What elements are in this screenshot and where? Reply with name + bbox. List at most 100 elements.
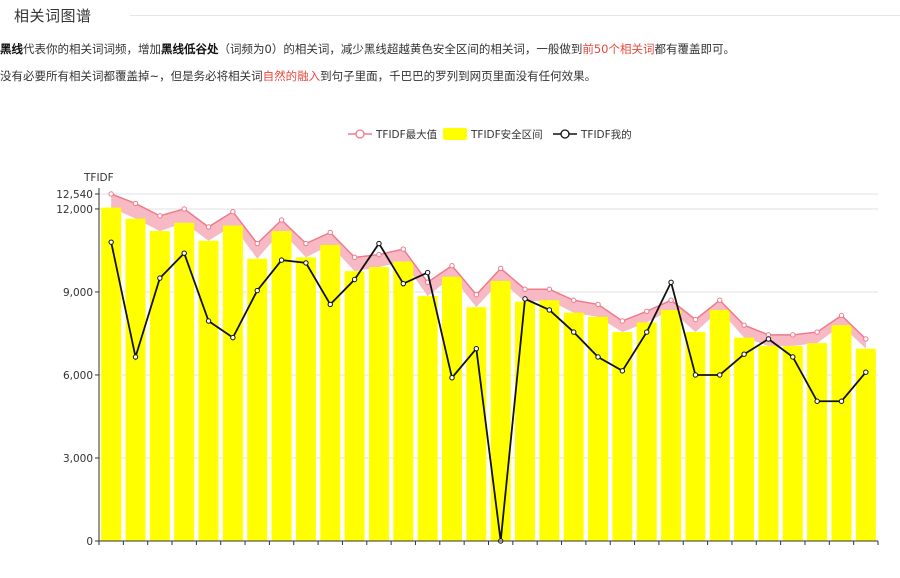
desc-text: 代表你的相关词词频，增加 [23, 42, 161, 56]
y-tick-label: 6,000 [63, 370, 93, 382]
mine-point [546, 307, 553, 313]
max-point [157, 213, 163, 219]
safe-bar [709, 309, 730, 541]
mine-point [205, 318, 212, 324]
y-tick-label: 0 [86, 536, 93, 548]
max-point [254, 240, 260, 247]
mine-point [863, 369, 869, 375]
safe-bar [685, 332, 706, 541]
max-point [619, 318, 626, 324]
max-point [668, 297, 674, 303]
safe-bar [222, 225, 243, 541]
y-tick-label: 3,000 [63, 453, 93, 465]
mine-point [790, 354, 796, 360]
max-point [692, 316, 699, 323]
legend-bar-swatch [443, 128, 467, 140]
mine-point [522, 296, 528, 302]
max-point [181, 206, 187, 212]
mine-line [110, 241, 867, 542]
max-point [522, 286, 528, 292]
safe-bar [417, 296, 438, 541]
chart-legend: TFIDF最大值 TFIDF安全区间 TFIDF我的 [348, 128, 632, 141]
mine-line-series [108, 239, 869, 544]
mine-point [303, 260, 309, 266]
max-point [132, 200, 139, 207]
mine-point [376, 240, 382, 247]
y-axis-title: TFIDF [83, 172, 114, 184]
safe-bar [782, 345, 803, 541]
mine-point [254, 287, 260, 294]
mine-point [571, 329, 577, 335]
safe-bar [442, 276, 462, 541]
mine-point [765, 336, 772, 342]
desc-text: （词频为0）的相关词，减少黑线超越黄色安全区间的相关词，一般做到 [218, 42, 583, 56]
mine-point [157, 275, 163, 281]
y-tick-label: 12,000 [56, 204, 93, 216]
max-point [838, 312, 845, 319]
max-point [790, 332, 796, 338]
mine-point [400, 280, 406, 287]
mine-point [692, 372, 699, 378]
max-point [376, 251, 382, 258]
max-point [863, 336, 869, 342]
desc-bold-black-line: 黑线 [0, 42, 23, 56]
mine-point [108, 239, 114, 245]
safe-bar [271, 231, 292, 541]
mine-point [132, 354, 139, 360]
desc-text: 没有必要所有相关词都覆盖掉~，但是务必将相关词 [0, 69, 263, 83]
safe-bar [149, 231, 170, 541]
axes [98, 188, 879, 545]
safe-bar [490, 280, 511, 541]
max-point [595, 301, 601, 308]
legend-label: TFIDF最大值 [375, 128, 438, 141]
mine-point [668, 279, 674, 285]
max-point [205, 224, 212, 230]
desc-highlight-top50: 前50个相关词 [582, 42, 655, 56]
max-line-series [108, 191, 869, 342]
mine-point [327, 301, 333, 308]
desc-text: 到句子里面，千巴巴的罗列到网页里面没有任何效果。 [320, 69, 597, 83]
title-divider [130, 15, 900, 16]
description-line-2: 没有必要所有相关词都覆盖掉~，但是务必将相关词自然的融入到句子里面，千巴巴的罗列… [0, 68, 596, 84]
description-line-1: 黑线代表你的相关词词频，增加黑线低谷处（词频为0）的相关词，减少黑线超越黄色安全… [0, 41, 735, 57]
mine-point [838, 398, 845, 404]
max-point [717, 297, 723, 303]
safe-bar [368, 267, 389, 541]
safe-bar [198, 240, 219, 541]
legend-label: TFIDF我的 [580, 128, 632, 141]
mine-point [278, 257, 285, 263]
mine-point [181, 250, 187, 256]
max-point [278, 217, 285, 223]
safe-bar [174, 222, 195, 541]
safe-bar [320, 244, 341, 541]
safe-bar [636, 322, 657, 541]
max-point [814, 329, 820, 335]
max-point [351, 254, 358, 261]
max-point [571, 297, 577, 303]
desc-text: 都有覆盖即可。 [654, 42, 735, 56]
safe-bar [515, 301, 535, 541]
max-point [473, 292, 480, 298]
safe-bar [539, 300, 560, 541]
safe-bar [758, 345, 779, 541]
safe-bar [855, 348, 876, 541]
safe-bar [734, 337, 755, 541]
y-tick-label: 12,540 [56, 189, 93, 201]
max-point [400, 246, 406, 252]
mine-point [619, 368, 626, 374]
mine-point [741, 351, 747, 357]
safe-bar [831, 325, 852, 541]
mine-point [473, 345, 480, 352]
mine-point [230, 334, 236, 341]
safe-bars [101, 207, 876, 541]
mine-point [424, 269, 431, 276]
max-point [303, 240, 309, 247]
safe-bar [661, 309, 682, 541]
desc-highlight-natural: 自然的融入 [262, 69, 321, 83]
max-point [108, 191, 114, 197]
mine-point [449, 375, 455, 381]
max-point [230, 209, 236, 215]
safe-bar [101, 207, 122, 541]
safe-bar [247, 258, 268, 541]
